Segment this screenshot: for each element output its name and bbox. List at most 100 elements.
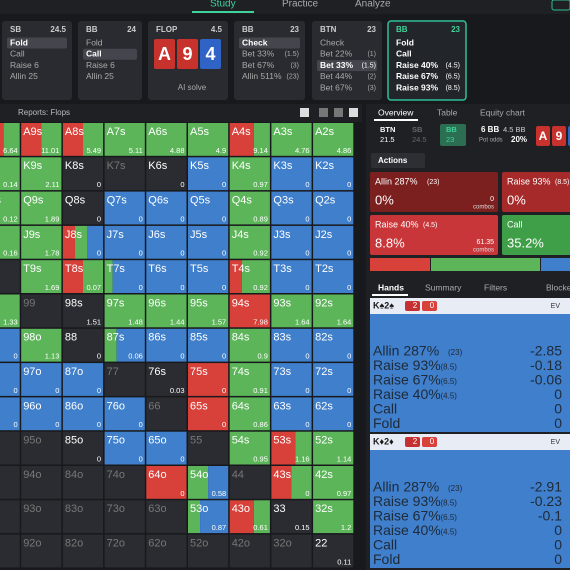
hand-label[interactable]: Q4s [232, 195, 253, 207]
hand-label[interactable]: T8s [65, 263, 84, 275]
hand-label[interactable]: 94s [232, 297, 250, 309]
hand-label[interactable]: 43o [232, 503, 250, 515]
hand-label[interactable]: 92s [315, 297, 333, 309]
hand-label[interactable]: 43s [273, 469, 291, 481]
action-box[interactable] [502, 172, 570, 212]
hand-label[interactable]: 82s [315, 332, 333, 344]
hand-label[interactable]: K5s [190, 160, 209, 172]
hand-label[interactable]: A8s [65, 126, 84, 138]
hand-label[interactable]: T2s [315, 263, 334, 275]
hand-label[interactable]: 53o [190, 503, 208, 515]
hand-label[interactable]: 42o [232, 538, 250, 550]
hand-label[interactable]: J8s [65, 229, 83, 241]
hand-label[interactable]: 63s [273, 400, 291, 412]
view-icon[interactable] [319, 108, 328, 117]
hand-label[interactable]: 97s [107, 297, 125, 309]
hand-label[interactable]: 96o [23, 400, 41, 412]
hand-label[interactable]: Q7s [107, 195, 128, 207]
hand-label[interactable]: 54s [232, 435, 250, 447]
hand-label[interactable]: A5s [190, 126, 209, 138]
hand-label[interactable]: 98s [65, 297, 83, 309]
hand-label[interactable]: QTs [0, 195, 2, 207]
hand-label[interactable]: 83o [65, 503, 83, 515]
view-icon[interactable] [334, 108, 343, 117]
hand-label[interactable]: K4s [232, 160, 251, 172]
hand-label[interactable]: 52o [190, 538, 208, 550]
hand-label[interactable]: 84s [232, 332, 250, 344]
hand-label[interactable]: J6s [148, 229, 166, 241]
hand-label[interactable]: A9s [23, 126, 42, 138]
hand-label[interactable]: K9s [23, 160, 42, 172]
hand-label[interactable]: J4s [232, 229, 250, 241]
hand-label[interactable]: 95o [23, 435, 41, 447]
hand-label[interactable]: A2s [315, 126, 334, 138]
view-icon[interactable] [300, 108, 309, 117]
actions-button[interactable] [371, 153, 425, 168]
hand-label[interactable]: 32s [315, 503, 333, 515]
position-card[interactable] [78, 21, 142, 100]
hand-label[interactable]: J3s [273, 229, 291, 241]
hand-label[interactable]: Q9s [23, 195, 44, 207]
hand-label[interactable]: 22 [315, 538, 327, 550]
hand-label[interactable]: T4s [232, 263, 251, 275]
hand-box[interactable] [370, 434, 570, 568]
position-card[interactable] [387, 20, 467, 101]
action-box[interactable] [502, 215, 570, 255]
hand-label[interactable]: 33 [273, 503, 285, 515]
hand-label[interactable]: T3s [273, 263, 292, 275]
action-box[interactable] [370, 172, 498, 212]
hand-label[interactable]: 83s [273, 332, 291, 344]
hand-box[interactable] [370, 298, 570, 432]
hand-label[interactable]: A7s [107, 126, 126, 138]
hand-label[interactable]: T7s [107, 263, 126, 275]
hand-label[interactable]: 93s [273, 297, 291, 309]
hand-label[interactable]: J9s [23, 229, 41, 241]
hand-label[interactable]: K2s [315, 160, 334, 172]
hand-label[interactable]: 87o [65, 366, 83, 378]
hand-label[interactable]: A4s [232, 126, 251, 138]
top-button[interactable] [551, 0, 570, 11]
hand-label[interactable]: K7s [107, 160, 126, 172]
hand-label[interactable]: J2s [315, 229, 333, 241]
hand-label[interactable]: 72o [107, 538, 125, 550]
hand-label[interactable]: 74o [107, 469, 125, 481]
hand-label[interactable]: 62s [315, 400, 333, 412]
hand-label[interactable]: 64s [232, 400, 250, 412]
hand-label[interactable]: 75o [107, 435, 125, 447]
hand-label[interactable]: 85s [190, 332, 208, 344]
hand-label[interactable]: 94o [23, 469, 41, 481]
hand-label[interactable]: 65s [190, 400, 208, 412]
hand-label[interactable]: 75s [190, 366, 208, 378]
hand-label[interactable]: 62o [148, 538, 166, 550]
hand-label[interactable]: 76o [107, 400, 125, 412]
hand-label[interactable]: 64o [148, 469, 166, 481]
hand-label[interactable]: 97o [23, 366, 41, 378]
hand-label[interactable]: 99 [23, 297, 35, 309]
hand-label[interactable]: 93o [23, 503, 41, 515]
hand-label[interactable]: 55 [190, 435, 202, 447]
hand-label[interactable]: Q6s [148, 195, 169, 207]
hand-label[interactable]: 32o [273, 538, 291, 550]
hand-label[interactable]: 95s [190, 297, 208, 309]
hand-label[interactable]: J7s [107, 229, 125, 241]
hand-label[interactable]: 63o [148, 503, 166, 515]
hand-label[interactable]: 42s [315, 469, 333, 481]
hand-label[interactable]: 74s [232, 366, 250, 378]
hand-label[interactable]: Q5s [190, 195, 211, 207]
hand-label[interactable]: K3s [273, 160, 292, 172]
hand-label[interactable]: 77 [107, 366, 119, 378]
hand-label[interactable]: 52s [315, 435, 333, 447]
hand-label[interactable]: K8s [65, 160, 84, 172]
hand-label[interactable]: 96s [148, 297, 166, 309]
hand-label[interactable]: 98o [23, 332, 41, 344]
hand-label[interactable]: 88 [65, 332, 77, 344]
hand-label[interactable]: 84o [65, 469, 83, 481]
hand-label[interactable]: Q8s [65, 195, 86, 207]
hand-label[interactable]: 53s [273, 435, 291, 447]
hand-label[interactable]: Q3s [273, 195, 294, 207]
hand-label[interactable]: J5s [190, 229, 208, 241]
hand-label[interactable]: A6s [148, 126, 167, 138]
hand-label[interactable]: K6s [148, 160, 167, 172]
hand-label[interactable]: 86o [65, 400, 83, 412]
hand-label[interactable]: T6s [148, 263, 167, 275]
